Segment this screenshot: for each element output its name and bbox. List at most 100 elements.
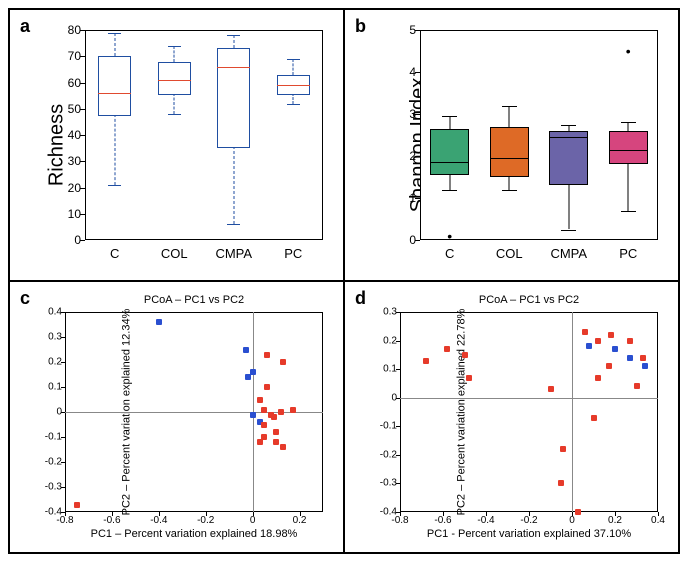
scatter-point xyxy=(575,509,581,515)
panel-a: a Richness 01020304050607080CCOLCMPAPC xyxy=(9,9,344,281)
panel-b: b Shannon Index 012345C•COLCMPAPC• xyxy=(344,9,679,281)
scatter-point xyxy=(273,439,279,445)
ytick-mark xyxy=(415,156,420,157)
scatter-point xyxy=(586,343,592,349)
xtick-label: CMPA xyxy=(215,246,252,261)
xtick-label: CMPA xyxy=(550,246,587,261)
scatter-point xyxy=(591,415,597,421)
ytick-mark xyxy=(415,72,420,73)
xtick-label: COL xyxy=(161,246,188,261)
panel-b-plot-area: 012345C•COLCMPAPC• xyxy=(420,30,658,240)
scatter-point xyxy=(466,375,472,381)
ytick-label: 0.3 xyxy=(383,307,397,318)
scatter-point xyxy=(608,332,614,338)
scatter-point xyxy=(74,502,80,508)
panel-a-plot-area: 01020304050607080CCOLCMPAPC xyxy=(85,30,323,240)
panel-c: c PCoA – PC1 vs PC2 PC1 – Percent variat… xyxy=(9,281,344,553)
scatter-point xyxy=(548,386,554,392)
boxplot xyxy=(217,30,250,240)
panel-a-label: a xyxy=(20,16,30,37)
panel-d-plot-area: PCoA – PC1 vs PC2 PC1 - Percent variatio… xyxy=(400,312,658,512)
ytick-label: -0.1 xyxy=(45,432,62,443)
ytick-label: 0.1 xyxy=(48,382,62,393)
xtick-label: -0.2 xyxy=(520,515,537,526)
ytick-label: 80 xyxy=(68,23,81,37)
outlier-point: • xyxy=(447,228,452,244)
ytick-mark xyxy=(415,198,420,199)
scatter-point xyxy=(462,352,468,358)
ytick-label: 0.2 xyxy=(48,357,62,368)
boxplot: • xyxy=(430,30,469,240)
scatter-point xyxy=(560,446,566,452)
scatter-point xyxy=(423,358,429,364)
scatter-point xyxy=(627,355,633,361)
scatter-point xyxy=(606,363,612,369)
panel-d-xlabel: PC1 - Percent variation explained 37.10% xyxy=(427,528,631,540)
scatter-point xyxy=(627,338,633,344)
scatter-point xyxy=(634,383,640,389)
ytick-label: 40 xyxy=(68,128,81,142)
scatter-point xyxy=(280,444,286,450)
panel-d-label: d xyxy=(355,288,366,309)
scatter-point xyxy=(278,409,284,415)
xtick-label: -0.2 xyxy=(197,515,214,526)
xtick-label: 0.2 xyxy=(608,515,622,526)
xtick-label: COL xyxy=(496,246,523,261)
ytick-label: 0.4 xyxy=(48,307,62,318)
ytick-label: 0.1 xyxy=(383,364,397,375)
scatter-point xyxy=(257,439,263,445)
ytick-label: 0.2 xyxy=(383,335,397,346)
ytick-label: -0.3 xyxy=(45,482,62,493)
panel-c-xlabel: PC1 – Percent variation explained 18.98% xyxy=(91,528,298,540)
y-axis-line xyxy=(572,312,573,512)
xtick-label: 0 xyxy=(569,515,575,526)
scatter-point xyxy=(612,346,618,352)
ytick-mark xyxy=(80,188,85,189)
scatter-point xyxy=(261,422,267,428)
scatter-point xyxy=(280,359,286,365)
xtick-label: C xyxy=(110,246,119,261)
panel-a-ylabel: Richness xyxy=(46,104,69,186)
scatter-point xyxy=(444,346,450,352)
ytick-label: 70 xyxy=(68,49,81,63)
scatter-point xyxy=(582,329,588,335)
ytick-mark xyxy=(80,214,85,215)
ytick-label: 20 xyxy=(68,181,81,195)
boxplot xyxy=(158,30,191,240)
ytick-mark xyxy=(80,56,85,57)
panel-b-label: b xyxy=(355,16,366,37)
xtick-label: -0.6 xyxy=(103,515,120,526)
xtick-label: 0.4 xyxy=(651,515,665,526)
ytick-mark xyxy=(80,161,85,162)
ytick-mark xyxy=(80,30,85,31)
xtick-label: -0.4 xyxy=(150,515,167,526)
scatter-point xyxy=(250,412,256,418)
xtick-label: -0.6 xyxy=(434,515,451,526)
scatter-point xyxy=(558,480,564,486)
ytick-mark xyxy=(415,240,420,241)
scatter-point xyxy=(290,407,296,413)
xtick-label: PC xyxy=(619,246,637,261)
ytick-label: -0.2 xyxy=(380,449,397,460)
panel-d: d PCoA – PC1 vs PC2 PC1 - Percent variat… xyxy=(344,281,679,553)
ytick-label: -0.3 xyxy=(380,478,397,489)
scatter-point xyxy=(595,338,601,344)
scatter-point xyxy=(264,352,270,358)
ytick-label: -0.4 xyxy=(45,507,62,518)
ytick-mark xyxy=(80,135,85,136)
boxplot: • xyxy=(609,30,648,240)
scatter-point xyxy=(642,363,648,369)
ytick-mark xyxy=(80,109,85,110)
xtick-label: C xyxy=(445,246,454,261)
ytick-label: 60 xyxy=(68,76,81,90)
boxplot xyxy=(549,30,588,240)
xtick-label: -0.4 xyxy=(477,515,494,526)
scatter-point xyxy=(243,347,249,353)
ytick-label: 50 xyxy=(68,102,81,116)
ytick-label: 10 xyxy=(68,207,81,221)
scatter-point xyxy=(640,355,646,361)
panel-c-plot-area: PCoA – PC1 vs PC2 PC1 – Percent variatio… xyxy=(65,312,323,512)
scatter-point xyxy=(257,397,263,403)
boxplot xyxy=(98,30,131,240)
x-axis-line xyxy=(65,412,323,413)
